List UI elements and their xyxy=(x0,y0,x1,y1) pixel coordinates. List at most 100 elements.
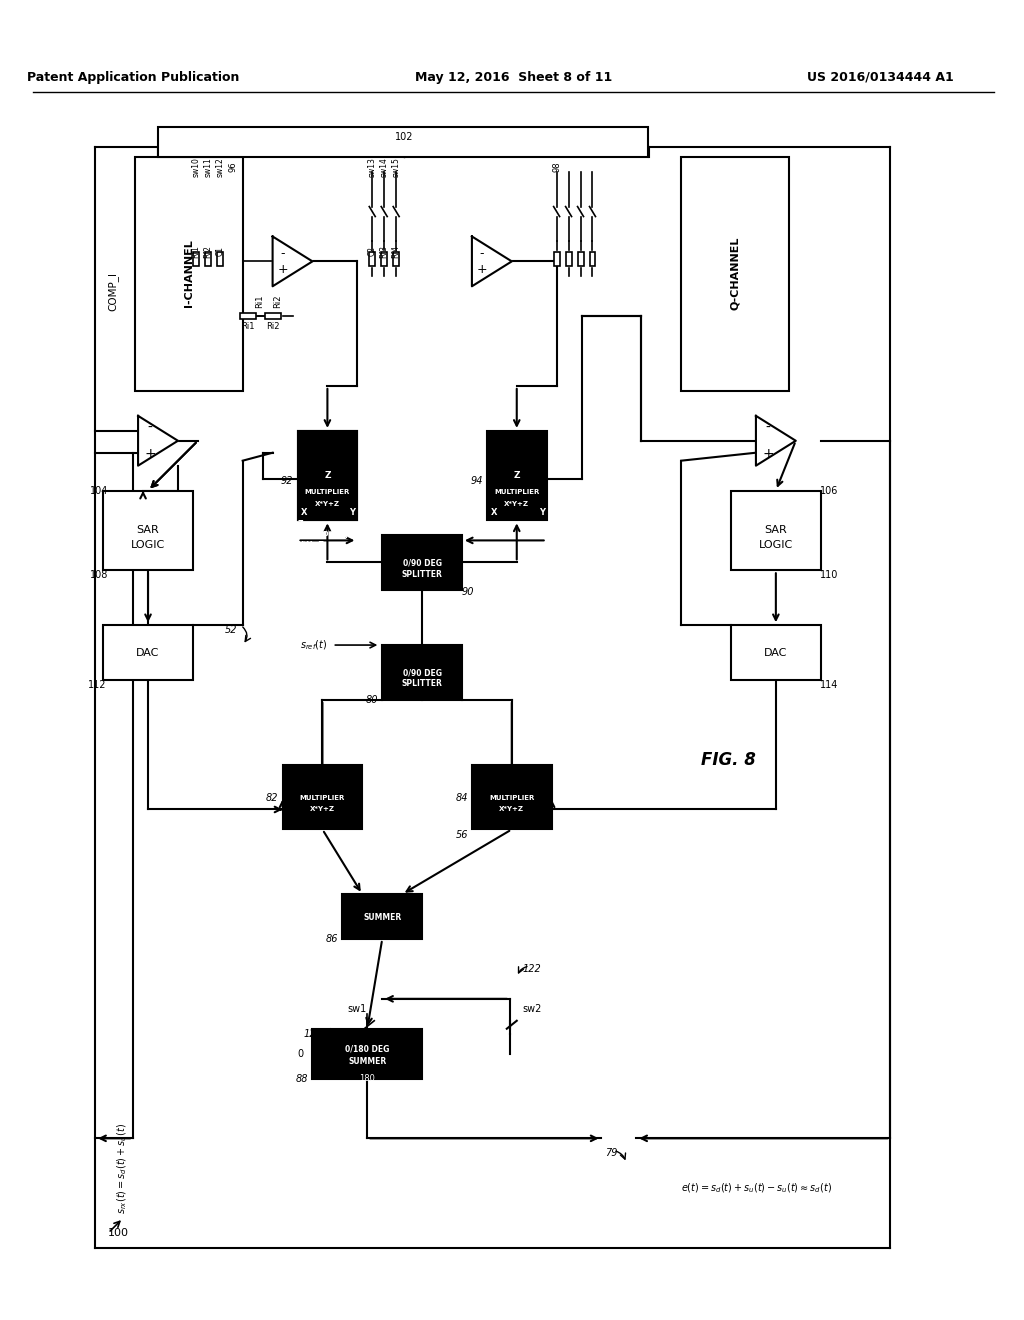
FancyBboxPatch shape xyxy=(217,252,223,265)
Text: 94: 94 xyxy=(470,475,483,486)
Text: -: - xyxy=(766,421,770,434)
FancyBboxPatch shape xyxy=(103,491,193,570)
Text: 98: 98 xyxy=(552,161,561,172)
Text: SAR: SAR xyxy=(136,525,160,536)
Text: COMP_I: COMP_I xyxy=(108,272,119,310)
Text: sw2: sw2 xyxy=(522,1003,542,1014)
Text: sw13: sw13 xyxy=(368,157,377,177)
FancyBboxPatch shape xyxy=(731,491,820,570)
FancyBboxPatch shape xyxy=(382,645,462,700)
FancyBboxPatch shape xyxy=(731,626,820,680)
Text: Ri1: Ri1 xyxy=(241,322,254,330)
Text: I-CHANNEL: I-CHANNEL xyxy=(184,239,194,308)
Text: 120: 120 xyxy=(303,1028,322,1039)
FancyBboxPatch shape xyxy=(298,430,357,520)
Text: Z: Z xyxy=(513,471,520,480)
Text: X*Y+Z: X*Y+Z xyxy=(310,807,335,813)
Text: Ri1: Ri1 xyxy=(255,294,264,308)
Text: 0/90 DEG: 0/90 DEG xyxy=(402,668,441,677)
FancyBboxPatch shape xyxy=(103,626,193,680)
Text: sw14: sw14 xyxy=(380,157,389,177)
Text: SPLITTER: SPLITTER xyxy=(401,680,442,689)
Text: FIG. 8: FIG. 8 xyxy=(701,751,756,768)
Text: DAC: DAC xyxy=(764,648,787,659)
FancyBboxPatch shape xyxy=(158,127,648,157)
Text: sw1: sw1 xyxy=(348,1003,367,1014)
Text: sw12: sw12 xyxy=(215,157,224,177)
Polygon shape xyxy=(756,416,796,466)
Text: X: X xyxy=(307,506,314,516)
FancyBboxPatch shape xyxy=(342,894,422,939)
FancyBboxPatch shape xyxy=(283,764,362,829)
Text: 56: 56 xyxy=(456,830,468,841)
Text: 112: 112 xyxy=(88,680,106,690)
Text: 108: 108 xyxy=(90,570,109,581)
Text: Z: Z xyxy=(324,463,331,474)
Text: MULTIPLIER: MULTIPLIER xyxy=(300,795,345,800)
Text: Ri2: Ri2 xyxy=(273,294,282,308)
Text: Rf4: Rf4 xyxy=(391,246,400,257)
Text: SPLITTER: SPLITTER xyxy=(401,570,442,578)
FancyBboxPatch shape xyxy=(681,157,788,391)
Text: DAC: DAC xyxy=(136,648,160,659)
Text: -: - xyxy=(281,247,285,260)
Text: +: + xyxy=(278,263,288,276)
Text: 0/90 DEG: 0/90 DEG xyxy=(402,558,441,568)
Text: Rf3: Rf3 xyxy=(380,246,389,257)
Text: Z: Z xyxy=(325,471,331,480)
Text: 106: 106 xyxy=(819,486,838,495)
Text: 110: 110 xyxy=(819,570,838,581)
Text: $s_{rx}(t) = s_{d}(t) + s_{u}(t)$: $s_{rx}(t) = s_{d}(t) + s_{u}(t)$ xyxy=(115,1123,129,1213)
Text: 86: 86 xyxy=(326,935,338,944)
Text: X*Y+Z: X*Y+Z xyxy=(314,488,341,498)
Text: LOGIC: LOGIC xyxy=(131,540,165,550)
Text: Y: Y xyxy=(349,508,355,517)
Text: X: X xyxy=(301,508,308,517)
Text: X*Y+Z: X*Y+Z xyxy=(500,807,524,813)
Polygon shape xyxy=(272,236,312,286)
FancyBboxPatch shape xyxy=(382,536,462,590)
Text: 102: 102 xyxy=(395,132,414,141)
Text: Y: Y xyxy=(339,506,346,516)
Text: Patent Application Publication: Patent Application Publication xyxy=(27,70,240,83)
FancyBboxPatch shape xyxy=(298,430,357,520)
Text: X*Y+Z: X*Y+Z xyxy=(504,500,529,507)
Text: C2: C2 xyxy=(368,247,377,256)
Text: Q-CHANNEL: Q-CHANNEL xyxy=(730,236,740,310)
FancyBboxPatch shape xyxy=(578,252,584,265)
Polygon shape xyxy=(138,416,178,466)
Text: 104: 104 xyxy=(90,486,109,495)
Text: +: + xyxy=(762,446,774,461)
Text: sw15: sw15 xyxy=(391,157,400,177)
Text: 52: 52 xyxy=(224,626,237,635)
Text: 82: 82 xyxy=(266,792,279,803)
FancyBboxPatch shape xyxy=(135,157,243,391)
FancyBboxPatch shape xyxy=(370,252,375,265)
FancyBboxPatch shape xyxy=(193,252,199,265)
Text: Rf1: Rf1 xyxy=(191,246,201,257)
Text: $s_{ref}(t)$: $s_{ref}(t)$ xyxy=(300,639,328,652)
Text: 96: 96 xyxy=(228,161,238,172)
Text: sw10: sw10 xyxy=(191,157,201,177)
Text: May 12, 2016  Sheet 8 of 11: May 12, 2016 Sheet 8 of 11 xyxy=(415,70,612,83)
Text: -: - xyxy=(147,421,153,434)
Text: sw11: sw11 xyxy=(204,157,212,177)
FancyBboxPatch shape xyxy=(565,252,571,265)
FancyBboxPatch shape xyxy=(486,430,547,520)
FancyBboxPatch shape xyxy=(240,313,256,319)
FancyBboxPatch shape xyxy=(381,252,387,265)
Text: C1: C1 xyxy=(215,247,224,256)
FancyBboxPatch shape xyxy=(590,252,596,265)
Text: +: + xyxy=(476,263,487,276)
FancyBboxPatch shape xyxy=(554,252,559,265)
Text: 92: 92 xyxy=(281,475,294,486)
Text: MULTIPLIER: MULTIPLIER xyxy=(305,488,350,495)
Text: 122: 122 xyxy=(522,964,541,974)
FancyBboxPatch shape xyxy=(393,252,399,265)
Text: 114: 114 xyxy=(819,680,838,690)
Text: X*Y+Z: X*Y+Z xyxy=(314,500,340,507)
FancyBboxPatch shape xyxy=(205,252,211,265)
Text: -: - xyxy=(479,247,484,260)
Text: Ri2: Ri2 xyxy=(266,322,280,330)
Text: 84: 84 xyxy=(456,792,468,803)
